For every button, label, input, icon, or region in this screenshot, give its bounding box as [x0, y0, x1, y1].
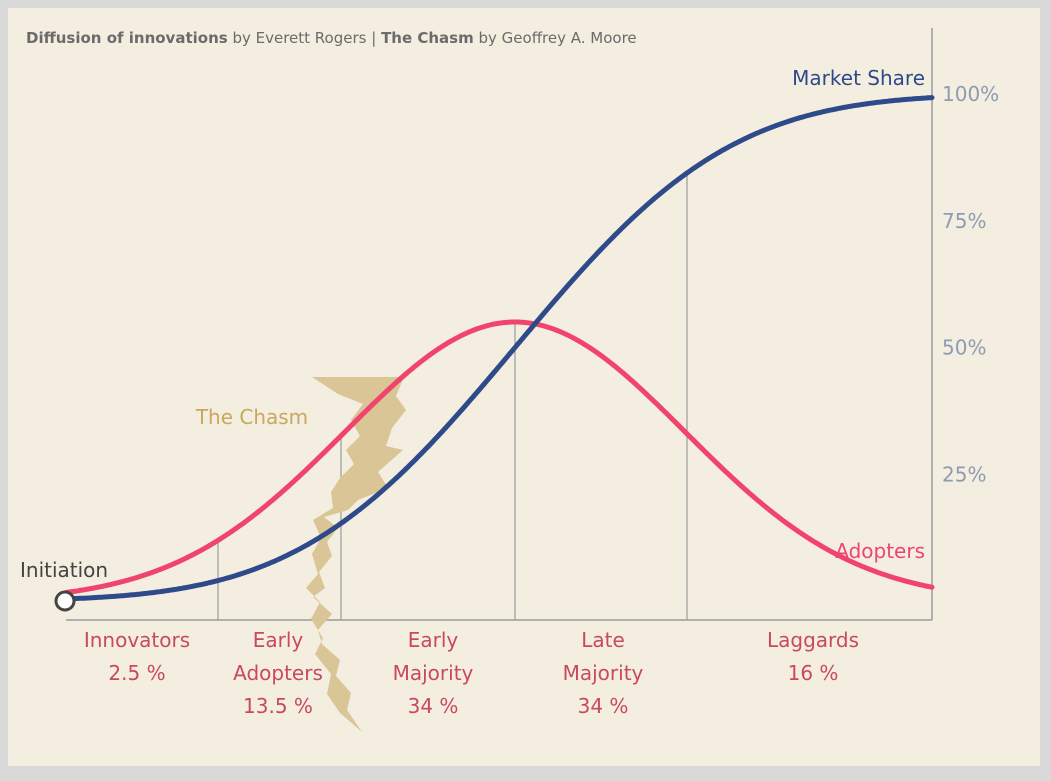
chart-title: Diffusion of innovations by Everett Roge…: [26, 29, 637, 47]
title-part1-bold: Diffusion of innovations: [26, 29, 228, 47]
segment-label-line: Majority: [563, 661, 644, 685]
segment-label-line: 13.5 %: [243, 694, 313, 718]
segment-label-line: Majority: [393, 661, 474, 685]
y-axis-labels: 100% 75% 50% 25%: [942, 82, 999, 486]
market-share-label: Market Share: [792, 66, 925, 90]
title-part2-bold: The Chasm: [381, 29, 474, 47]
chasm-shape: [306, 377, 406, 732]
segment-label-line: Late: [581, 628, 625, 652]
y-tick-label: 100%: [942, 82, 999, 106]
chasm-label: The Chasm: [195, 405, 308, 429]
adopters-curve: [63, 319, 935, 595]
segment-label-line: 34 %: [408, 694, 459, 718]
y-tick-label: 50%: [942, 336, 986, 360]
segment-label-line: Laggards: [767, 628, 859, 652]
initiation-marker: [54, 590, 76, 612]
segment-dividers: [217, 173, 688, 620]
y-tick-label: 75%: [942, 209, 986, 233]
segment-label-line: Early: [408, 628, 459, 652]
adopters-label: Adopters: [835, 539, 925, 563]
segment-label-line: 2.5 %: [108, 661, 165, 685]
segment-labels: Innovators 2.5 % Early Adopters 13.5 % Early M…: [84, 628, 859, 718]
segment-label-line: 34 %: [578, 694, 629, 718]
segment-label-line: Early: [253, 628, 304, 652]
title-part2-rest: by Geoffrey A. Moore: [474, 29, 637, 47]
segment-label-line: Adopters: [233, 661, 323, 685]
chart-background: [8, 8, 1040, 766]
y-tick-label: 25%: [942, 462, 986, 486]
segment-label-line: Innovators: [84, 628, 190, 652]
title-part1-rest: by Everett Rogers |: [228, 29, 381, 47]
market-share-curve: [63, 95, 935, 602]
segment-label-line: 16 %: [788, 661, 839, 685]
initiation-label: Initiation: [20, 558, 108, 582]
